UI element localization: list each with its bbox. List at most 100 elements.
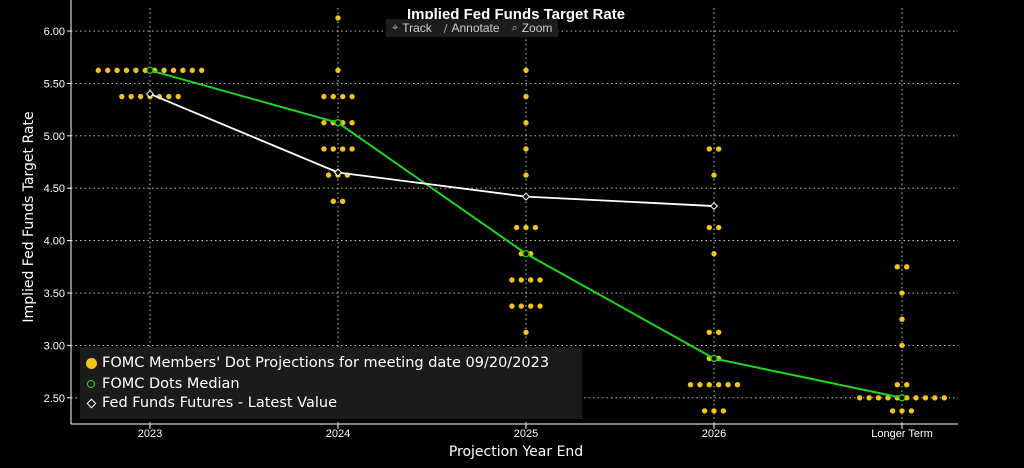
fomc-dot xyxy=(95,67,102,74)
fomc-dot xyxy=(523,120,529,126)
median-point xyxy=(710,354,718,363)
fomc-dot xyxy=(114,67,120,74)
y-tick-label: 3.00 xyxy=(44,340,65,352)
fomc-dot xyxy=(199,67,205,74)
fomc-dot xyxy=(725,382,731,388)
fomc-dot xyxy=(899,316,905,322)
fomc-dot xyxy=(119,93,125,100)
legend-item-median[interactable]: FOMC Dots Median xyxy=(80,374,240,394)
zoom-button[interactable]: ⌕ Zoom xyxy=(506,19,559,37)
chart-title: Implied Fed Funds Target Rate xyxy=(407,6,625,23)
fomc-dot xyxy=(325,172,332,178)
fomc-dot xyxy=(349,93,355,100)
legend-label-dots: FOMC Members' Dot Projections for meetin… xyxy=(102,355,550,371)
fomc-dot xyxy=(908,408,915,414)
fomc-dot xyxy=(922,395,929,401)
futures-line xyxy=(149,93,715,207)
y-axis-label: Implied Fed Funds Target Rate xyxy=(21,111,37,322)
legend-item-futures[interactable]: Fed Funds Futures - Latest Value xyxy=(80,393,337,413)
fomc-dot xyxy=(330,93,336,100)
fomc-dot xyxy=(528,303,534,309)
fomc-dot xyxy=(523,93,529,100)
x-tick-label: 2024 xyxy=(326,428,350,440)
legend-label-futures: Fed Funds Futures - Latest Value xyxy=(102,395,337,411)
track-label: Track xyxy=(402,21,432,35)
fomc-dot xyxy=(904,264,910,270)
y-tick-label: 5.00 xyxy=(44,131,65,143)
fomc-dot xyxy=(734,382,741,388)
y-tick-label: 4.50 xyxy=(44,183,65,195)
fomc-dot xyxy=(706,224,712,231)
fomc-dot xyxy=(523,146,529,152)
fomc-dot xyxy=(716,224,722,231)
fomc-dot xyxy=(105,67,111,74)
fomc-dot xyxy=(330,198,336,205)
legend-diamond-symbol xyxy=(86,398,96,408)
fomc-dot xyxy=(941,395,947,401)
pencil-icon: ∕ xyxy=(443,21,448,35)
fomc-dot xyxy=(857,395,863,401)
futures-point xyxy=(521,192,531,201)
legend-item-dots[interactable]: FOMC Members' Dot Projections for meetin… xyxy=(80,353,549,373)
magnifier-icon: ⌕ xyxy=(511,21,518,34)
fomc-dot xyxy=(523,224,529,231)
median-point xyxy=(522,250,530,258)
y-tick-label: 6.00 xyxy=(44,26,65,38)
fomc-dot xyxy=(335,15,341,21)
x-tick-label: Longer Term xyxy=(871,428,933,440)
fomc-dot xyxy=(128,93,134,100)
fomc-dot xyxy=(330,146,336,152)
fomc-dot xyxy=(349,120,355,126)
fomc-dot xyxy=(899,290,905,296)
fomc-dot xyxy=(687,382,694,388)
fomc-dot xyxy=(904,382,910,388)
fomc-dot xyxy=(899,342,905,349)
fomc-dot xyxy=(523,172,529,178)
x-axis-label: Projection Year End xyxy=(449,444,583,460)
fomc-dot xyxy=(894,382,900,388)
fomc-dot xyxy=(537,277,543,283)
legend-label-median: FOMC Dots Median xyxy=(102,376,240,392)
fomc-dot xyxy=(321,93,327,100)
fomc-dot xyxy=(340,93,346,100)
fomc-dot xyxy=(523,329,529,336)
fomc-dot xyxy=(932,395,938,401)
fomc-dot xyxy=(697,382,703,388)
fomc-dot xyxy=(894,264,900,270)
fomc-dot xyxy=(513,224,520,231)
fomc-dot xyxy=(321,146,327,152)
fomc-dot xyxy=(509,303,515,309)
track-button[interactable]: ⌖ Track xyxy=(386,19,438,37)
fomc-dot xyxy=(701,408,708,414)
fomc-dot xyxy=(706,329,712,336)
fomc-dot xyxy=(889,408,896,414)
fomc-dot xyxy=(706,146,712,152)
y-tick-label: 3.50 xyxy=(44,288,65,300)
crosshair-icon: ⌖ xyxy=(392,21,399,34)
fomc-dot xyxy=(866,395,872,401)
fomc-dot xyxy=(528,277,534,283)
fomc-dot xyxy=(175,93,181,100)
fomc-dot xyxy=(189,67,195,74)
fomc-dot xyxy=(180,67,186,74)
fomc-dot xyxy=(711,172,717,178)
fomc-dot xyxy=(706,382,712,388)
futures-point xyxy=(333,168,343,177)
chart-toolbar: ⌖ Track ∕ Annotate ⌕ Zoom xyxy=(386,19,559,37)
y-tick-label: 4.00 xyxy=(44,236,65,248)
y-tick-label: 2.50 xyxy=(44,393,65,405)
fomc-dot xyxy=(532,224,539,231)
fomc-dot xyxy=(716,329,722,336)
fomc-dot xyxy=(716,146,722,152)
x-tick-label: 2026 xyxy=(702,428,726,440)
annotate-button[interactable]: ∕ Annotate xyxy=(438,19,506,37)
fomc-dot xyxy=(913,395,919,401)
fomc-dot xyxy=(711,408,717,414)
fomc-dot xyxy=(340,198,346,205)
fomc-dot xyxy=(166,93,172,100)
median-point xyxy=(334,119,342,127)
median-point xyxy=(146,66,154,74)
fomc-dot xyxy=(537,303,543,309)
zoom-label: Zoom xyxy=(521,21,553,35)
fomc-dot xyxy=(137,93,144,100)
